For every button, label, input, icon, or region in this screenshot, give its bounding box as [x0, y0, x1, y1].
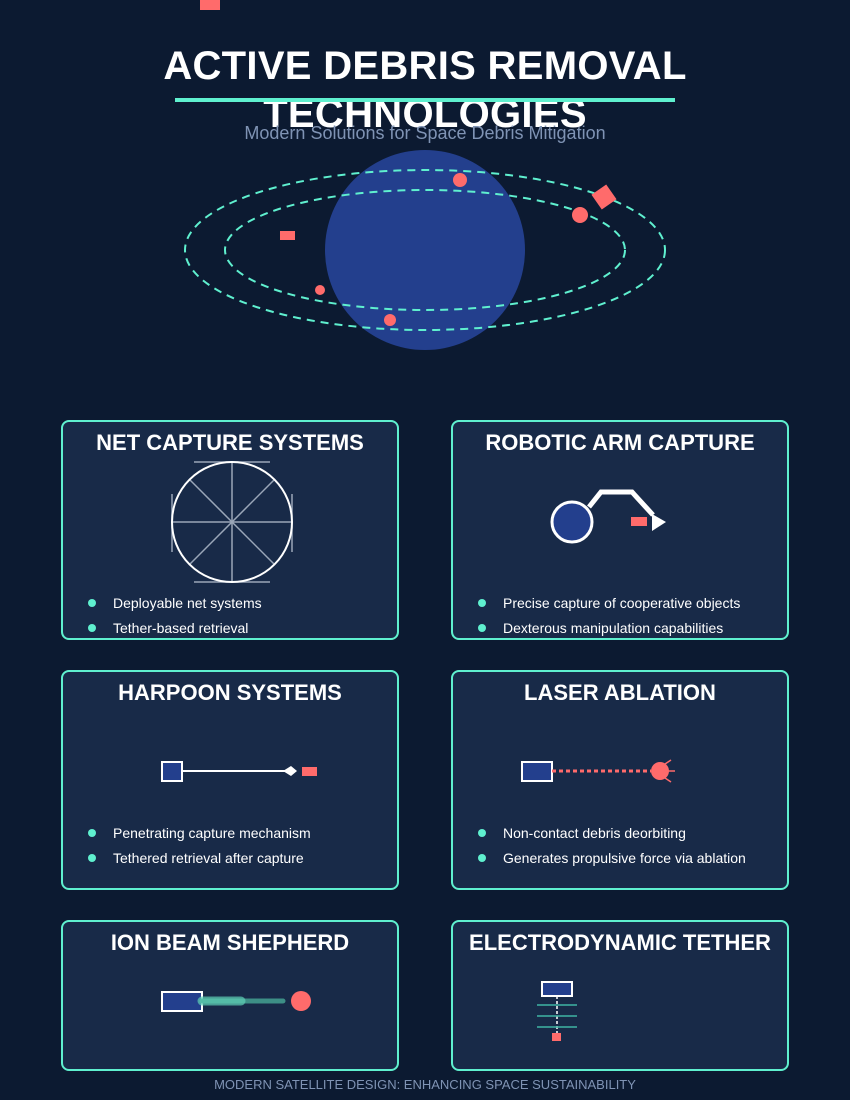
harpoon-icon [161, 761, 317, 782]
bullet-dot [88, 829, 96, 837]
card-title: ELECTRODYNAMIC TETHER [469, 930, 771, 955]
ion-beam-icon [161, 991, 311, 1012]
list-item: Non-contact debris deorbiting [478, 824, 746, 849]
list-item: Penetrating capture mechanism [88, 824, 311, 849]
card-ion-beam: ION BEAM SHEPHERD [61, 920, 399, 1071]
bullet-dot [88, 854, 96, 862]
inner-orbit [224, 189, 626, 311]
card-laser-ablation: LASER ABLATION Non-contact debris deorbi… [451, 670, 789, 890]
page-subtitle: Modern Solutions for Space Debris Mitiga… [244, 123, 606, 143]
title-underline [175, 98, 675, 102]
card-title: LASER ABLATION [524, 680, 716, 705]
debris-marker [200, 0, 220, 10]
earth-with-orbits-illustration [184, 150, 666, 350]
bullet-dot [88, 599, 96, 607]
list-item: Tethered retrieval after capture [88, 849, 311, 874]
debris-icon [315, 285, 325, 295]
robotic-arm-icon [550, 489, 666, 544]
list-item: Deployable net systems [88, 594, 262, 619]
list-item: Dexterous manipulation capabilities [478, 619, 740, 644]
footer-text: MODERN SATELLITE DESIGN: ENHANCING SPACE… [214, 1077, 636, 1092]
bullet-dot [478, 624, 486, 632]
card-net-capture: NET CAPTURE SYSTEMS Deployable net syste… [61, 420, 399, 640]
debris-icon [453, 173, 467, 187]
list-item: Precise capture of cooperative objects [478, 594, 740, 619]
earth-icon [325, 150, 525, 350]
debris-icon [572, 207, 588, 223]
card-title: ROBOTIC ARM CAPTURE [485, 430, 755, 455]
net-icon [171, 461, 293, 583]
card-electrodynamic-tether: ELECTRODYNAMIC TETHER [451, 920, 789, 1071]
list-item: Tether-based retrieval [88, 619, 262, 644]
debris-icon [384, 314, 396, 326]
laser-icon [521, 759, 675, 783]
bullet-dot [478, 599, 486, 607]
bullet-dot [478, 829, 486, 837]
debris-icon [280, 231, 295, 240]
card-title: ION BEAM SHEPHERD [110, 930, 350, 955]
bullet-dot [88, 624, 96, 632]
card-title: NET CAPTURE SYSTEMS [96, 430, 364, 455]
list-item: Generates propulsive force via ablation [478, 849, 746, 874]
outer-orbit [184, 169, 666, 331]
tether-icon [537, 981, 577, 1041]
card-title: HARPOON SYSTEMS [118, 680, 342, 705]
debris-icon [591, 184, 617, 210]
bullet-dot [478, 854, 486, 862]
card-robotic-arm: ROBOTIC ARM CAPTURE Precise capture of c… [451, 420, 789, 640]
card-harpoon: HARPOON SYSTEMS Penetrating capture mech… [61, 670, 399, 890]
